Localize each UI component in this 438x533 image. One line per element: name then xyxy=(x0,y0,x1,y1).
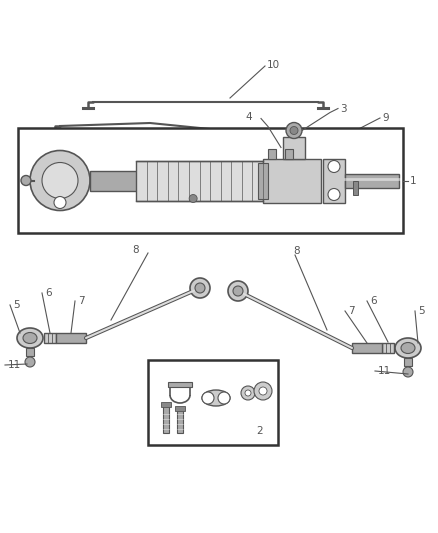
Circle shape xyxy=(42,163,78,198)
Bar xyxy=(26,348,34,356)
Bar xyxy=(268,149,276,158)
Bar xyxy=(345,174,399,188)
Text: 2: 2 xyxy=(256,426,263,436)
Circle shape xyxy=(328,189,340,200)
Bar xyxy=(177,409,183,433)
Circle shape xyxy=(190,278,210,298)
Text: 8: 8 xyxy=(293,246,300,256)
Circle shape xyxy=(286,123,302,139)
Bar xyxy=(352,343,382,353)
Circle shape xyxy=(290,126,298,134)
Bar xyxy=(258,163,268,198)
Bar xyxy=(90,171,138,190)
Bar xyxy=(136,160,263,200)
Circle shape xyxy=(228,281,248,301)
Circle shape xyxy=(30,150,90,211)
Bar xyxy=(18,128,403,233)
Bar xyxy=(353,181,358,195)
Circle shape xyxy=(21,175,31,185)
Text: 8: 8 xyxy=(132,245,138,255)
Ellipse shape xyxy=(23,333,37,343)
Bar xyxy=(323,158,345,203)
Bar xyxy=(404,358,412,366)
Text: 7: 7 xyxy=(348,306,355,316)
Bar xyxy=(382,343,394,353)
Text: 5: 5 xyxy=(13,300,20,310)
Bar xyxy=(56,333,86,343)
Bar xyxy=(283,136,305,158)
Circle shape xyxy=(403,367,413,377)
Ellipse shape xyxy=(395,338,421,358)
Text: 7: 7 xyxy=(78,296,85,306)
Text: 11: 11 xyxy=(8,360,21,370)
Circle shape xyxy=(328,160,340,173)
Bar xyxy=(161,402,171,407)
Circle shape xyxy=(54,197,66,208)
Text: 4: 4 xyxy=(245,111,251,122)
Bar xyxy=(285,149,293,158)
Bar xyxy=(175,406,185,411)
Text: 3: 3 xyxy=(340,103,346,114)
Bar xyxy=(168,382,192,387)
Text: 6: 6 xyxy=(45,288,52,298)
Text: 11: 11 xyxy=(378,366,391,376)
Circle shape xyxy=(202,392,214,404)
Bar xyxy=(163,405,169,433)
Ellipse shape xyxy=(202,390,230,406)
Text: 1: 1 xyxy=(410,175,417,185)
Ellipse shape xyxy=(401,343,415,353)
Circle shape xyxy=(254,382,272,400)
Circle shape xyxy=(259,387,267,395)
Text: 5: 5 xyxy=(418,306,424,316)
Circle shape xyxy=(189,195,197,203)
Circle shape xyxy=(218,392,230,404)
Ellipse shape xyxy=(17,328,43,348)
Circle shape xyxy=(25,357,35,367)
Bar xyxy=(148,360,278,445)
Bar xyxy=(263,158,321,203)
Bar xyxy=(44,333,56,343)
Text: 10: 10 xyxy=(267,60,280,70)
Text: 9: 9 xyxy=(382,113,389,123)
Circle shape xyxy=(233,286,243,296)
Text: 6: 6 xyxy=(370,296,377,306)
Circle shape xyxy=(241,386,255,400)
Circle shape xyxy=(245,390,251,396)
Circle shape xyxy=(195,283,205,293)
